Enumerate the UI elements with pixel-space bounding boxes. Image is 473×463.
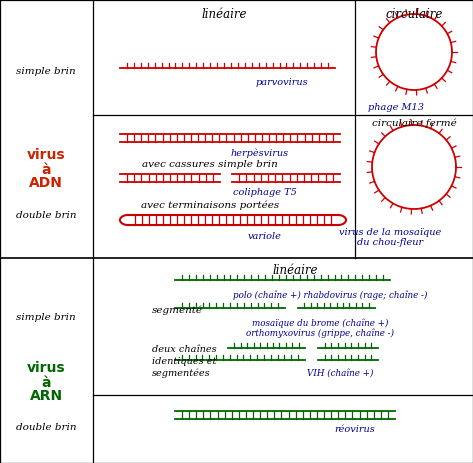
Text: double brin: double brin: [16, 211, 76, 219]
Text: double brin: double brin: [16, 423, 76, 432]
Text: polo (chaîne +) rhabdovirus (rage; chaîne -): polo (chaîne +) rhabdovirus (rage; chaîn…: [233, 290, 427, 300]
Text: segmentées: segmentées: [152, 368, 210, 378]
Text: linéaire: linéaire: [201, 8, 247, 21]
Text: mosaïque du brome (chaîne +): mosaïque du brome (chaîne +): [252, 318, 388, 327]
Text: virus: virus: [26, 148, 65, 162]
Text: simple brin: simple brin: [16, 68, 76, 76]
Text: réovirus: réovirus: [334, 425, 376, 434]
Text: phage M13: phage M13: [368, 103, 424, 112]
Text: virus de la mosaïque: virus de la mosaïque: [339, 228, 441, 237]
Text: linéaire: linéaire: [272, 264, 318, 277]
Text: ADN: ADN: [29, 176, 63, 190]
Text: coliphage T5: coliphage T5: [233, 188, 297, 197]
Text: identiques et: identiques et: [152, 357, 216, 367]
Text: avec terminaisons portées: avec terminaisons portées: [141, 200, 279, 209]
Text: orthomyxovirus (grippe, chaîne -): orthomyxovirus (grippe, chaîne -): [246, 328, 394, 338]
Text: variole: variole: [248, 232, 282, 241]
Text: VIH (chaîne +): VIH (chaîne +): [307, 369, 373, 378]
Text: segmenté: segmenté: [152, 305, 203, 315]
Text: à: à: [41, 376, 51, 390]
Text: virus: virus: [26, 361, 65, 375]
Text: ARN: ARN: [29, 389, 62, 403]
Text: du chou-fleur: du chou-fleur: [357, 238, 423, 247]
Text: avec cassures simple brin: avec cassures simple brin: [142, 160, 278, 169]
Text: deux chaînes: deux chaînes: [152, 345, 217, 355]
Text: à: à: [41, 163, 51, 177]
Text: herpèsvirus: herpèsvirus: [231, 148, 289, 157]
Text: circulaire: circulaire: [385, 8, 443, 21]
Text: simple brin: simple brin: [16, 313, 76, 323]
Text: circulaire fermé: circulaire fermé: [372, 118, 456, 127]
Text: parvovirus: parvovirus: [256, 78, 308, 87]
